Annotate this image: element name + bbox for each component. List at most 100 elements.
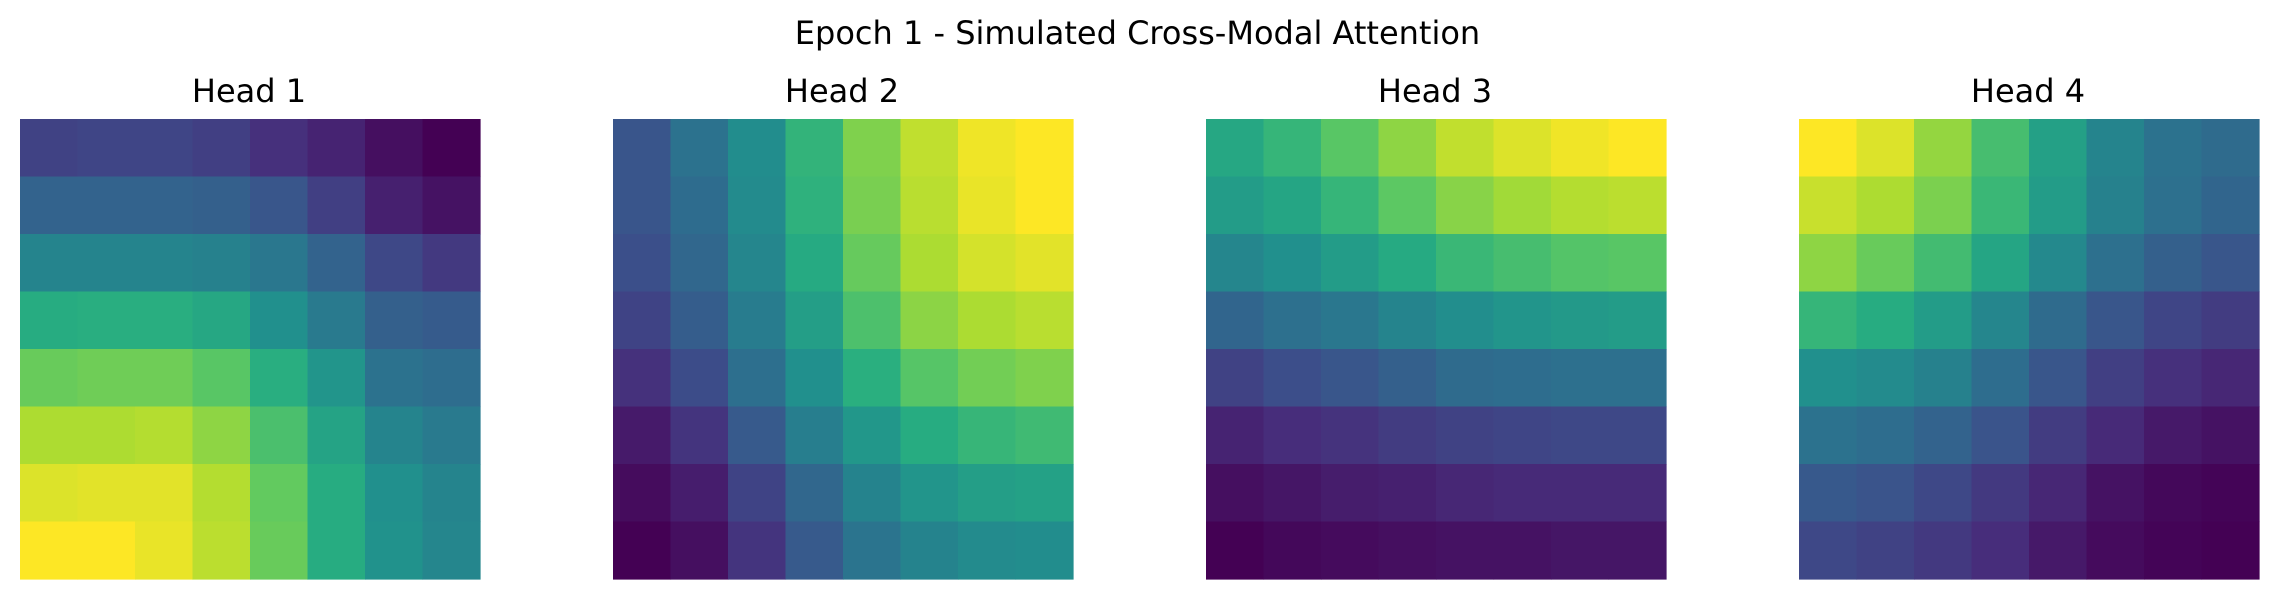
heatmap-cell — [613, 234, 672, 293]
heatmap-cell — [785, 464, 844, 523]
heatmap-cell — [670, 521, 729, 580]
heatmap-cell — [20, 176, 79, 235]
subplot-title: Head 2 — [785, 72, 899, 110]
heatmap-cell — [1551, 349, 1610, 408]
heatmap-cell — [1799, 291, 1858, 350]
heatmap-cell — [1493, 291, 1552, 350]
heatmap-cell — [1263, 291, 1322, 350]
heatmap-cell — [670, 406, 729, 465]
heatmap-cell — [728, 464, 787, 523]
heatmap-cell — [2029, 176, 2088, 235]
heatmap-cell — [77, 349, 136, 408]
heatmap-cell — [250, 464, 309, 523]
heatmap-cell — [2029, 291, 2088, 350]
heatmap-cell — [1378, 521, 1437, 580]
subplot-title: Head 3 — [1378, 72, 1492, 110]
heatmap-cell — [958, 119, 1017, 178]
heatmap-cell — [1206, 176, 1265, 235]
heatmap-cell — [1321, 349, 1380, 408]
heatmap-cell — [2201, 406, 2260, 465]
heatmap-cell — [422, 119, 481, 178]
heatmap-cell — [1551, 119, 1610, 178]
heatmap-cell — [1608, 176, 1667, 235]
heatmap-cell — [1015, 464, 1074, 523]
heatmap-cell — [250, 349, 309, 408]
heatmap-cell — [958, 176, 1017, 235]
heatmap-cell — [728, 119, 787, 178]
heatmap-cell — [1799, 521, 1858, 580]
heatmap-cell — [785, 234, 844, 293]
heatmap-cell — [422, 349, 481, 408]
subplot-head-4: Head 4 — [1799, 72, 2260, 580]
heatmap-cell — [20, 119, 79, 178]
heatmap-cell — [1914, 291, 1973, 350]
heatmap-cell — [2201, 464, 2260, 523]
heatmap-cell — [2086, 406, 2145, 465]
heatmap-cell — [613, 119, 672, 178]
heatmap-cell — [1856, 291, 1915, 350]
heatmap-cell — [365, 521, 424, 580]
heatmap-cell — [1436, 521, 1495, 580]
heatmap-cell — [785, 521, 844, 580]
heatmap-cell — [2086, 464, 2145, 523]
heatmap-cell — [1321, 291, 1380, 350]
heatmap-cell — [1971, 234, 2030, 293]
heatmap-cell — [135, 234, 194, 293]
heatmap-cell — [1321, 521, 1380, 580]
heatmap-cell — [20, 406, 79, 465]
subplot-head-3: Head 3 — [1206, 72, 1667, 580]
heatmap-cell — [785, 291, 844, 350]
heatmap-cell — [1856, 464, 1915, 523]
heatmap-cell — [250, 119, 309, 178]
heatmap-cell — [1206, 349, 1265, 408]
heatmap-cell — [613, 521, 672, 580]
heatmap-cell — [2144, 176, 2203, 235]
heatmap-cell — [1914, 521, 1973, 580]
heatmap-cell — [1608, 349, 1667, 408]
heatmap-cell — [1493, 406, 1552, 465]
heatmap-cell — [1856, 406, 1915, 465]
heatmap-cell — [613, 291, 672, 350]
heatmap-cell — [1493, 119, 1552, 178]
heatmap-cell — [1206, 406, 1265, 465]
heatmap-cell — [365, 349, 424, 408]
heatmap-cell — [1493, 464, 1552, 523]
heatmap-cell — [1436, 406, 1495, 465]
heatmap-cell — [1015, 119, 1074, 178]
heatmap-cell — [1436, 464, 1495, 523]
heatmap-cell — [1551, 176, 1610, 235]
heatmap-cell — [900, 234, 959, 293]
heatmap-cell — [1799, 119, 1858, 178]
heatmap-cell — [250, 234, 309, 293]
heatmap-cell — [365, 176, 424, 235]
heatmap-grid — [613, 119, 1074, 580]
heatmap-cell — [958, 291, 1017, 350]
heatmap-cell — [1378, 291, 1437, 350]
heatmap-cell — [422, 464, 481, 523]
heatmap-cell — [613, 349, 672, 408]
heatmap-cell — [192, 349, 251, 408]
heatmap-grid — [1206, 119, 1667, 580]
heatmap-cell — [1378, 176, 1437, 235]
heatmap-cell — [2086, 176, 2145, 235]
heatmap-cell — [250, 521, 309, 580]
heatmap-cell — [1263, 406, 1322, 465]
heatmap-cell — [958, 349, 1017, 408]
heatmap-cell — [785, 406, 844, 465]
heatmap-cell — [192, 464, 251, 523]
heatmap-cell — [843, 119, 902, 178]
heatmap-cell — [77, 234, 136, 293]
heatmap-cell — [1015, 234, 1074, 293]
heatmap-cell — [1015, 291, 1074, 350]
heatmap-cell — [1551, 406, 1610, 465]
heatmap-cell — [77, 119, 136, 178]
heatmap-cell — [1914, 349, 1973, 408]
heatmap-cell — [1971, 349, 2030, 408]
heatmap-cell — [843, 176, 902, 235]
heatmap-cell — [250, 406, 309, 465]
heatmap-cell — [1914, 119, 1973, 178]
heatmap-cell — [1321, 464, 1380, 523]
heatmap-cell — [613, 176, 672, 235]
heatmap-cell — [2201, 234, 2260, 293]
heatmap-cell — [1263, 349, 1322, 408]
